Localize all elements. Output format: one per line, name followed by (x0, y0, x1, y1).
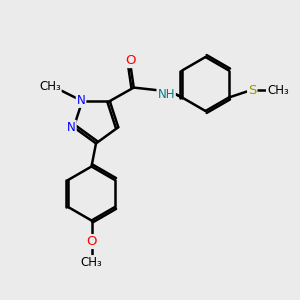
Text: O: O (86, 235, 97, 248)
Text: CH₃: CH₃ (267, 83, 289, 97)
Text: O: O (125, 54, 136, 67)
Text: CH₃: CH₃ (39, 80, 61, 94)
Text: CH₃: CH₃ (81, 256, 102, 269)
Text: N: N (77, 94, 85, 107)
Text: S: S (248, 83, 256, 97)
Text: NH: NH (158, 88, 175, 101)
Text: N: N (67, 121, 76, 134)
